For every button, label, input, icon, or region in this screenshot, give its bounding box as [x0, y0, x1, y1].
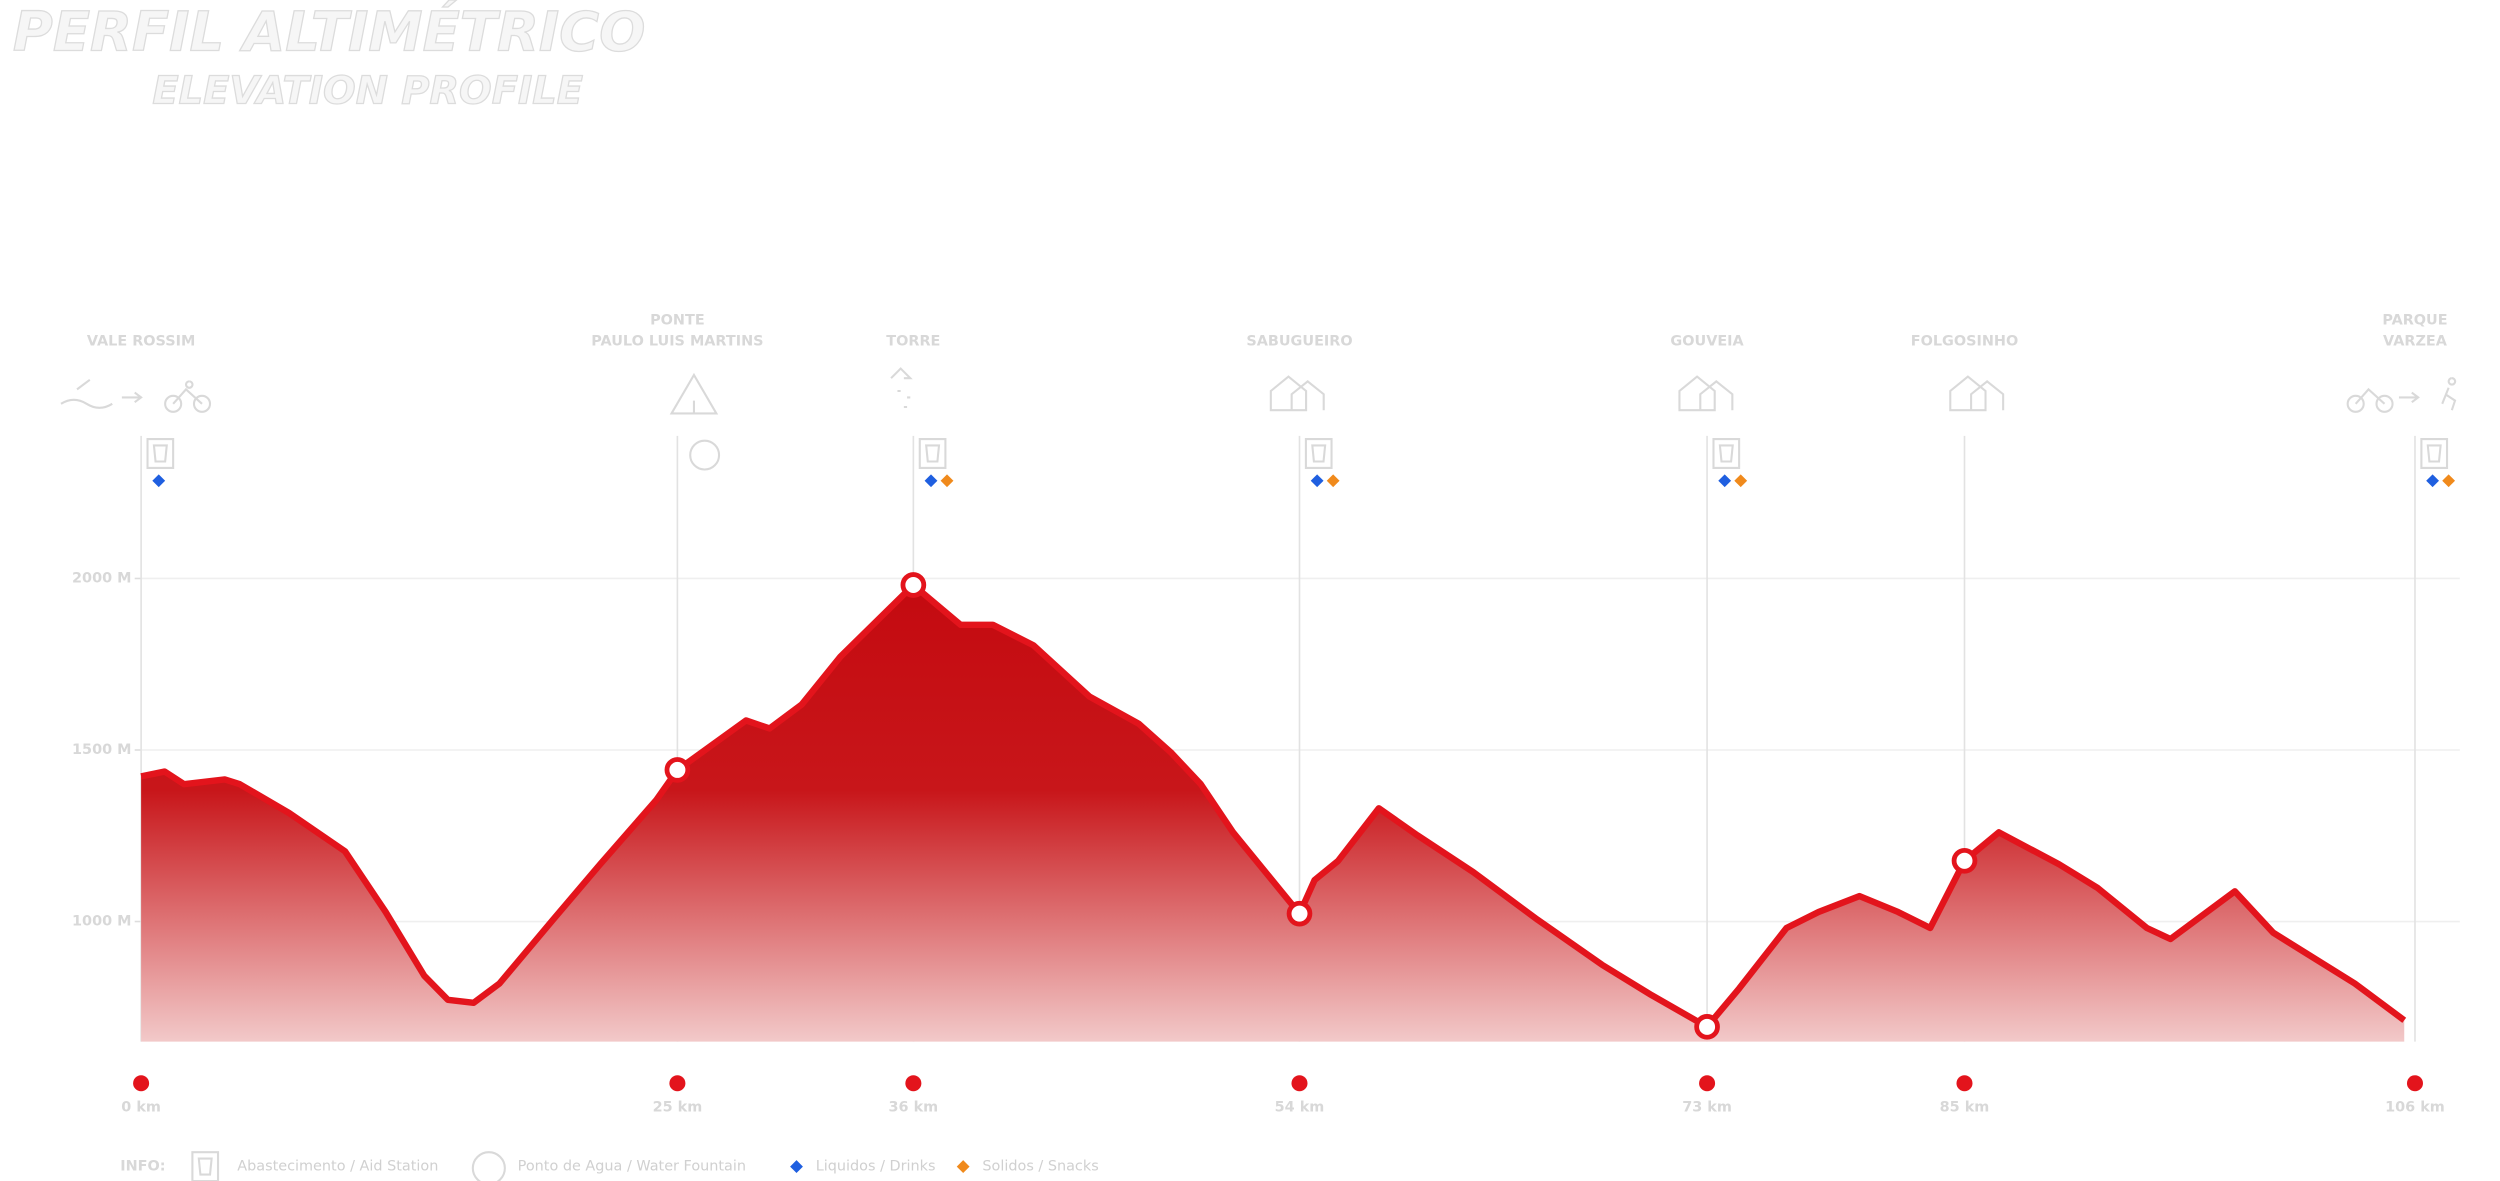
snacks-marker: [940, 474, 954, 488]
drinks-marker: [2426, 474, 2440, 488]
x-tick-label: 36 km: [889, 1099, 939, 1115]
x-tick-label: 106 km: [2385, 1099, 2445, 1115]
station-name: VARZEA: [2383, 333, 2448, 349]
station-name: PONTE: [650, 312, 705, 328]
water-icon: [689, 439, 721, 471]
legend-water-icon: [471, 1151, 506, 1181]
aid-icon: [918, 438, 947, 469]
legend-water: Ponto de Agua / Water Fountain: [518, 1159, 746, 1175]
legend-title: INFO:: [120, 1159, 165, 1175]
profile-area: [141, 585, 2405, 1042]
km-dot: [1291, 1075, 1308, 1092]
km-dot: [133, 1075, 150, 1092]
km-dot: [2406, 1075, 2423, 1092]
legend-drinks: Liquidos / Drinks: [816, 1159, 936, 1175]
drinks-marker: [1718, 474, 1732, 488]
station-name: VALE ROSSIM: [87, 333, 195, 349]
y-tick-label: 2000 M: [72, 570, 131, 586]
station-name: SABUGUEIRO: [1246, 333, 1352, 349]
station-name: PARQUE: [2382, 312, 2447, 328]
legend-aid-icon: [191, 1151, 220, 1181]
legend-aid: Abastecimento / Aid Station: [237, 1159, 438, 1175]
legend-snacks-marker: [956, 1160, 970, 1173]
x-tick-label: 25 km: [653, 1099, 703, 1115]
x-tick-label: 85 km: [1940, 1099, 1990, 1115]
y-tick-label: 1500 M: [72, 742, 131, 758]
waypoint: [1694, 1014, 1720, 1040]
aid-icon: [146, 438, 175, 469]
snacks-marker: [1326, 474, 1340, 488]
km-dot: [669, 1075, 686, 1092]
legend-drinks-marker: [790, 1160, 803, 1173]
aid-icon: [2420, 438, 2449, 469]
waypoint: [900, 572, 927, 598]
title: PERFIL ALTIMÉTRICO: [13, 0, 646, 63]
waypoint: [1951, 847, 1978, 874]
x-tick-label: 0 km: [121, 1099, 161, 1115]
snacks-marker: [2442, 474, 2456, 488]
subtitle: ELEVATION PROFILE: [152, 68, 583, 113]
km-dot: [1699, 1075, 1716, 1092]
icons: [60, 367, 2457, 415]
km-dot: [1956, 1075, 1973, 1092]
drinks-marker: [924, 474, 938, 488]
snacks-marker: [1734, 474, 1748, 488]
x-tick-label: 54 km: [1275, 1099, 1325, 1115]
y-tick-label: 1000 M: [72, 914, 131, 930]
km-dot: [905, 1075, 922, 1092]
station-name: FOLGOSINHO: [1911, 333, 2018, 349]
legend-snacks: Solidos / Snacks: [982, 1159, 1098, 1175]
station-name: PAULO LUIS MARTINS: [591, 333, 763, 349]
x-tick-label: 73 km: [1682, 1099, 1732, 1115]
drinks-marker: [152, 474, 166, 488]
station-name: GOUVEIA: [1670, 333, 1744, 349]
drinks-marker: [1310, 474, 1324, 488]
aid-icon: [1304, 438, 1333, 469]
waypoint: [664, 757, 691, 783]
station-name: TORRE: [886, 333, 940, 349]
aid-icon: [1712, 438, 1741, 469]
waypoint: [1286, 900, 1313, 927]
